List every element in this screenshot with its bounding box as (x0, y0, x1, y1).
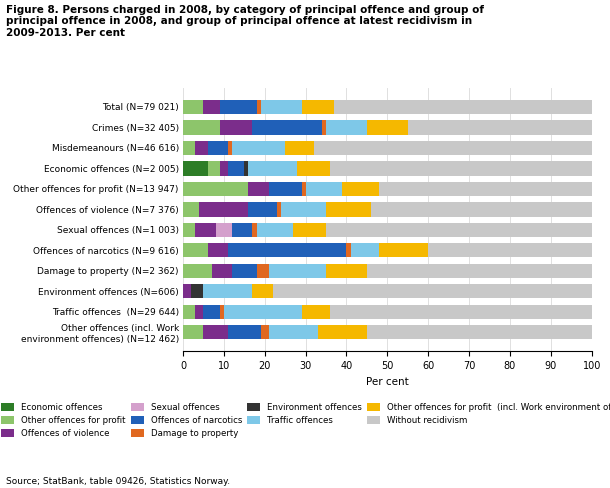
Bar (244, 161, 248, 176)
Bar (183, 161, 207, 176)
Bar (199, 202, 248, 217)
Bar (257, 100, 260, 114)
Bar (326, 264, 367, 278)
Bar (220, 161, 228, 176)
Bar (298, 161, 330, 176)
Bar (428, 243, 592, 258)
Bar (191, 284, 204, 299)
Bar (183, 100, 204, 114)
Bar (371, 202, 592, 217)
Bar (342, 182, 379, 196)
Bar (301, 100, 334, 114)
Bar (326, 202, 371, 217)
Bar (228, 141, 232, 155)
Bar (212, 264, 232, 278)
Bar (367, 121, 407, 135)
Bar (322, 121, 326, 135)
Bar (183, 284, 191, 299)
Bar (253, 223, 257, 237)
Bar (277, 202, 281, 217)
Bar (257, 264, 269, 278)
Bar (318, 325, 367, 339)
Bar (195, 305, 204, 319)
Bar (228, 325, 260, 339)
Bar (367, 325, 592, 339)
Bar (183, 182, 248, 196)
Bar (273, 284, 592, 299)
Text: Source; StatBank, table 09426, Statistics Norway.: Source; StatBank, table 09426, Statistic… (6, 477, 230, 486)
Bar (183, 325, 204, 339)
Bar (269, 182, 301, 196)
Bar (207, 141, 228, 155)
Bar (306, 182, 342, 196)
Text: Figure 8. Persons charged in 2008, by category of principal offence and group of: Figure 8. Persons charged in 2008, by ca… (6, 5, 484, 38)
Bar (407, 121, 592, 135)
Bar (301, 182, 306, 196)
Bar (183, 223, 195, 237)
Bar (281, 202, 326, 217)
Bar (183, 264, 212, 278)
Bar (326, 223, 592, 237)
Bar (220, 100, 257, 114)
Bar (183, 243, 207, 258)
Bar (248, 202, 277, 217)
Bar (351, 243, 379, 258)
Bar (379, 182, 592, 196)
Bar (232, 141, 285, 155)
Bar (367, 264, 592, 278)
Bar (228, 161, 244, 176)
Bar (204, 325, 228, 339)
Bar (257, 223, 293, 237)
Bar (195, 141, 207, 155)
Bar (183, 202, 199, 217)
Bar (232, 223, 253, 237)
Bar (195, 223, 216, 237)
Bar (293, 223, 326, 237)
Bar (216, 223, 232, 237)
Bar (183, 141, 195, 155)
Bar (204, 284, 253, 299)
Bar (253, 284, 273, 299)
Bar (224, 305, 301, 319)
Bar (330, 161, 596, 176)
X-axis label: Per cent: Per cent (366, 377, 409, 386)
Bar (260, 100, 301, 114)
Bar (248, 161, 298, 176)
Bar (183, 121, 220, 135)
Bar (326, 121, 367, 135)
Bar (314, 141, 592, 155)
Bar (301, 305, 330, 319)
Bar (260, 325, 269, 339)
Legend: Economic offences, Other offences for profit, Offences of violence, Sexual offen: Economic offences, Other offences for pr… (1, 403, 610, 438)
Bar (204, 100, 220, 114)
Bar (220, 121, 253, 135)
Bar (183, 305, 195, 319)
Bar (207, 161, 220, 176)
Bar (269, 325, 318, 339)
Bar (330, 305, 592, 319)
Bar (204, 305, 220, 319)
Bar (346, 243, 351, 258)
Bar (334, 100, 592, 114)
Bar (228, 243, 346, 258)
Bar (269, 264, 326, 278)
Bar (220, 305, 224, 319)
Bar (232, 264, 257, 278)
Bar (379, 243, 428, 258)
Bar (248, 182, 269, 196)
Bar (253, 121, 322, 135)
Bar (285, 141, 314, 155)
Bar (207, 243, 228, 258)
